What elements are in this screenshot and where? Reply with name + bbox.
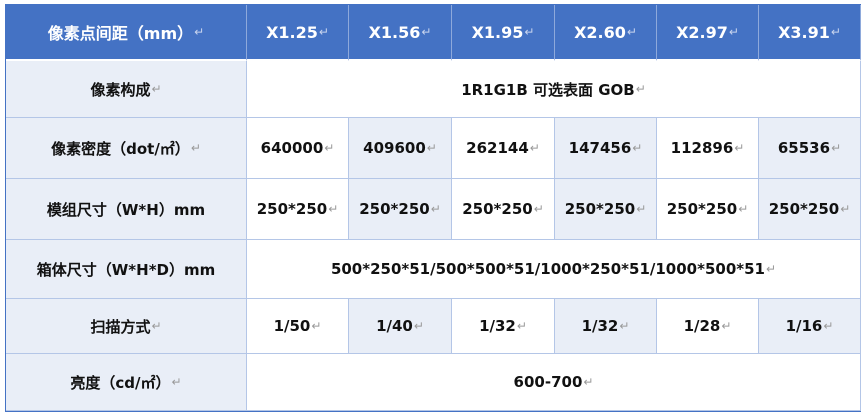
row-label-module: 模组尺寸（W*H）mm xyxy=(6,179,247,240)
module-cell: 250*250 xyxy=(759,179,861,240)
row-label-density: 像素密度（dot/㎡） xyxy=(6,118,247,179)
scan-cell: 1/40 xyxy=(349,299,452,354)
spec-table: 像素点间距（mm） X1.25 X1.56 X1.95 X2.60 X2.97 … xyxy=(5,4,861,412)
composition-value: 1R1G1B 可选表面 GOB xyxy=(247,61,861,118)
module-cell: 250*250 xyxy=(247,179,349,240)
header-col: X1.95 xyxy=(452,5,555,61)
header-col: X1.25 xyxy=(247,5,349,61)
row-label-brightness: 亮度（cd/㎡） xyxy=(6,354,247,411)
header-col: X2.97 xyxy=(657,5,759,61)
module-cell: 250*250 xyxy=(349,179,452,240)
header-col: X3.91 xyxy=(759,5,861,61)
cabinet-value: 500*250*51/500*500*51/1000*250*51/1000*5… xyxy=(247,240,861,299)
header-col: X2.60 xyxy=(555,5,657,61)
density-cell: 65536 xyxy=(759,118,861,179)
header-col: X1.56 xyxy=(349,5,452,61)
scan-cell: 1/32 xyxy=(452,299,555,354)
header-pitch-label: 像素点间距（mm） xyxy=(6,5,247,61)
density-cell: 147456 xyxy=(555,118,657,179)
scan-cell: 1/28 xyxy=(657,299,759,354)
row-label-scan: 扫描方式 xyxy=(6,299,247,354)
module-cell: 250*250 xyxy=(555,179,657,240)
density-cell: 409600 xyxy=(349,118,452,179)
row-label-cabinet: 箱体尺寸（W*H*D）mm xyxy=(6,240,247,299)
density-cell: 112896 xyxy=(657,118,759,179)
scan-cell: 1/32 xyxy=(555,299,657,354)
density-cell: 640000 xyxy=(247,118,349,179)
row-label-composition: 像素构成 xyxy=(6,61,247,118)
density-cell: 262144 xyxy=(452,118,555,179)
scan-cell: 1/50 xyxy=(247,299,349,354)
module-cell: 250*250 xyxy=(452,179,555,240)
brightness-value: 600-700 xyxy=(247,354,861,411)
scan-cell: 1/16 xyxy=(759,299,861,354)
module-cell: 250*250 xyxy=(657,179,759,240)
